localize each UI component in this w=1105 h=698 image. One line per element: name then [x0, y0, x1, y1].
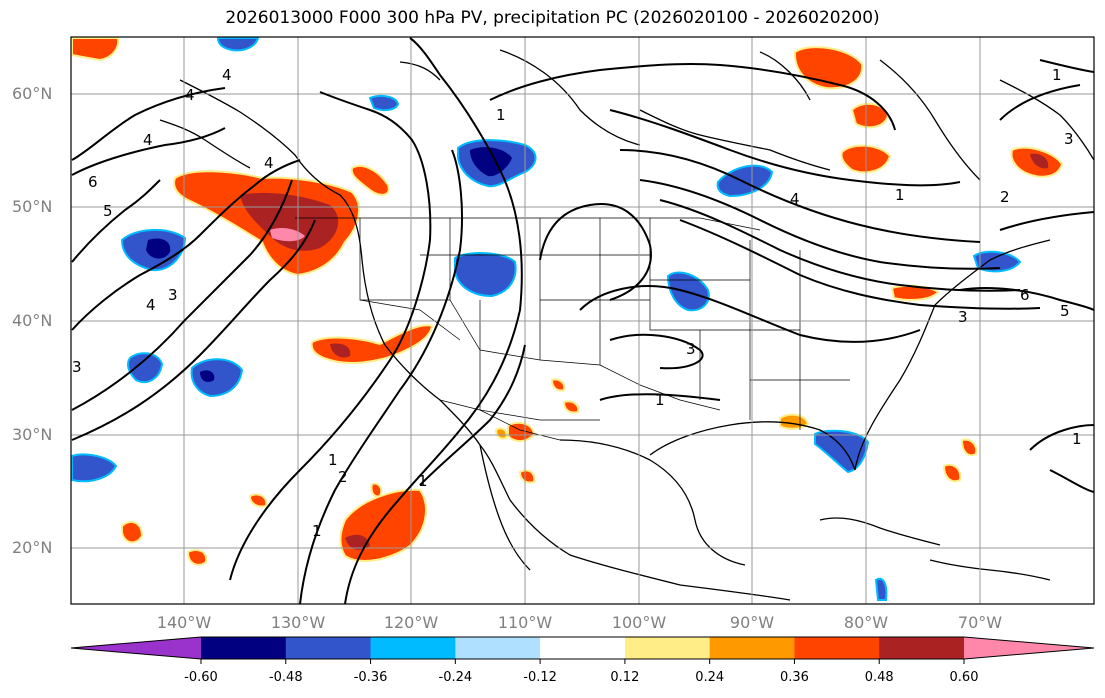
contour-label: 3: [72, 358, 82, 376]
coastlines: [159, 49, 1094, 601]
lat-label: 50°N: [12, 197, 52, 216]
latitude-labels: 60°N 50°N 40°N 30°N 20°N: [12, 84, 52, 557]
colorbar-segment: [964, 637, 1094, 659]
map-frame: [70, 36, 1095, 605]
contour-label: 4: [790, 190, 800, 208]
colorbar-tick-label: 0.48: [865, 670, 894, 685]
contour-label: 3: [958, 308, 968, 326]
graticule: [71, 37, 1094, 604]
colorbar-segment: [370, 637, 456, 659]
contour-label: 1: [328, 451, 338, 469]
colorbar-segment: [709, 637, 795, 659]
lon-label: 120°W: [384, 613, 439, 632]
colorbar-tick-label: -0.36: [354, 670, 388, 685]
lat-label: 30°N: [12, 425, 52, 444]
contour-label: 3: [168, 286, 178, 304]
contour-label: 2: [1000, 188, 1010, 206]
contour-label: 6: [1020, 286, 1030, 304]
contour-label: 4: [185, 86, 195, 104]
contour-label: 3: [1064, 130, 1074, 148]
contour-label: 3: [686, 340, 696, 358]
colorbar-segment: [71, 637, 201, 659]
contour-label-group: 4 4 4 4 5 6 3 4 3 1 2 1 1 1 1 4 1 2 3 6 …: [72, 66, 1082, 540]
colorbar-tick-label: -0.48: [269, 670, 303, 685]
colorbar-segment: [540, 637, 626, 659]
colorbar-segment: [455, 637, 541, 659]
lat-label: 40°N: [12, 311, 52, 330]
lat-label: 20°N: [12, 538, 52, 557]
colorbar-segment: [794, 637, 880, 659]
colorbar-tick-label: -0.24: [439, 670, 473, 685]
pv-contours: [71, 37, 1094, 604]
colorbar-segment: [201, 637, 287, 659]
colorbar-tick-label: 0.36: [780, 670, 809, 685]
lon-label: 140°W: [157, 613, 212, 632]
colorbar-tick-label: 0.60: [950, 670, 979, 685]
contour-label: 5: [103, 202, 113, 220]
colorbar-segment: [624, 637, 711, 659]
contour-label: 4: [143, 131, 153, 149]
map-title: 2026013000 F000 300 hPa PV, precipitatio…: [225, 8, 880, 28]
contour-label: 1: [1052, 66, 1062, 84]
lon-label: 90°W: [730, 613, 774, 632]
contour-label: 1: [496, 106, 506, 124]
contour-label: 2: [338, 468, 348, 486]
contour-label: 1: [655, 391, 665, 409]
contour-label: 5: [1060, 302, 1070, 320]
contour-label: 4: [222, 66, 232, 84]
colorbar: -0.60 -0.48 -0.36 -0.24 -0.12 0.12 0.24 0.36 0.4…: [70, 636, 1095, 685]
lat-label: 60°N: [12, 84, 52, 103]
colorbar-segment: [285, 637, 372, 659]
colorbar-tick-label: 0.24: [695, 670, 724, 685]
colorbar-tick-label: 0.12: [610, 670, 639, 685]
contour-label: 1: [895, 186, 905, 204]
colorbar-tick-label: -0.60: [184, 670, 218, 685]
contour-label: 1: [418, 472, 428, 490]
contour-label: 1: [312, 522, 322, 540]
contour-label: 1: [1072, 430, 1082, 448]
colorbar-tick-label: -0.12: [523, 670, 557, 685]
contour-label: 4: [146, 296, 156, 314]
lon-label: 110°W: [498, 613, 553, 632]
lon-label: 80°W: [844, 613, 888, 632]
lon-label: 130°W: [271, 613, 326, 632]
colorbar-segment: [879, 637, 965, 659]
lon-label: 70°W: [958, 613, 1002, 632]
contour-label: 4: [264, 154, 274, 172]
longitude-labels: 140°W 130°W 120°W 110°W 100°W 90°W 80°W …: [157, 613, 1002, 632]
lon-label: 100°W: [612, 613, 667, 632]
contour-label: 6: [88, 173, 98, 191]
borders: [295, 217, 850, 441]
